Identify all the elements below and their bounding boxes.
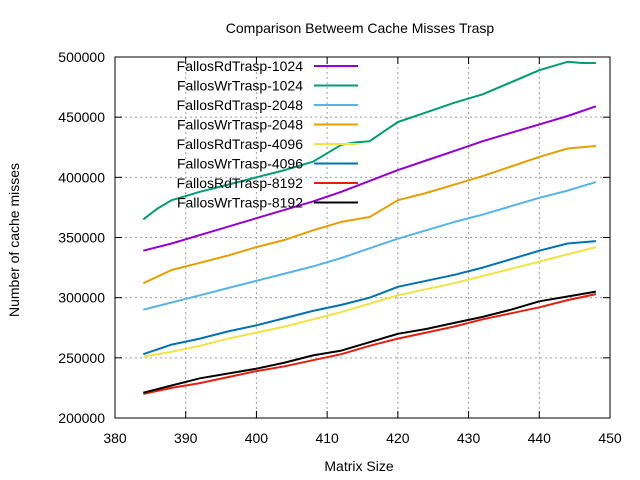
series-line-fallosrdtrasp-1024 [143, 105, 597, 252]
x-tick-label: 420 [386, 430, 410, 446]
series-line-falloswrtrasp-4096 [142, 240, 596, 356]
y-tick-label: 500000 [58, 49, 105, 65]
y-tick-label: 250000 [58, 350, 105, 366]
legend-label: FallosWrTrasp-1024 [177, 78, 303, 94]
y-tick-label: 450000 [58, 109, 105, 125]
legend-label: FallosRdTrasp-1024 [177, 58, 304, 74]
series-line-fallosrdtrasp-8192 [143, 293, 597, 395]
x-axis-label: Matrix Size [324, 458, 393, 474]
chart-title: Comparison Betweem Cache Misses Trasp [226, 20, 495, 36]
x-tick-label: 390 [174, 430, 198, 446]
x-tick-label: 440 [528, 430, 552, 446]
series-line-falloswrtrasp-2048 [142, 145, 596, 285]
legend-label: FallosRdTrasp-8192 [177, 175, 304, 191]
grid [115, 57, 610, 418]
legend-label: FallosRdTrasp-4096 [177, 136, 304, 152]
x-tick-label: 430 [457, 430, 481, 446]
legend-label: FallosRdTrasp-2048 [177, 97, 304, 113]
y-tick-label: 400000 [58, 169, 105, 185]
y-tick-label: 200000 [58, 410, 105, 426]
axis-ticks: 380 390 400 410 420 430 440 450 200000 250000 3000… [58, 49, 622, 446]
y-tick-label: 350000 [58, 230, 105, 246]
x-tick-label: 450 [598, 430, 622, 446]
x-tick-label: 410 [315, 430, 339, 446]
legend-label: FallosWrTrasp-4096 [177, 156, 303, 172]
x-tick-label: 400 [245, 430, 269, 446]
series-line-fallosrdtrasp-4096 [143, 246, 597, 358]
series-line-falloswrtrasp-8192 [143, 290, 597, 394]
series-line-fallosrdtrasp-2048 [143, 181, 597, 311]
x-tick-label: 380 [103, 430, 127, 446]
legend-label: FallosWrTrasp-2048 [177, 117, 303, 133]
y-tick-label: 300000 [58, 290, 105, 306]
series-line-falloswrtrasp-1024 [142, 60, 596, 221]
legend-label: FallosWrTrasp-8192 [177, 195, 303, 211]
legend: FallosRdTrasp-1024 FallosWrTrasp-1024 Fall… [177, 58, 358, 211]
series-lines [142, 60, 597, 395]
y-axis-label: Number of cache misses [6, 163, 22, 317]
